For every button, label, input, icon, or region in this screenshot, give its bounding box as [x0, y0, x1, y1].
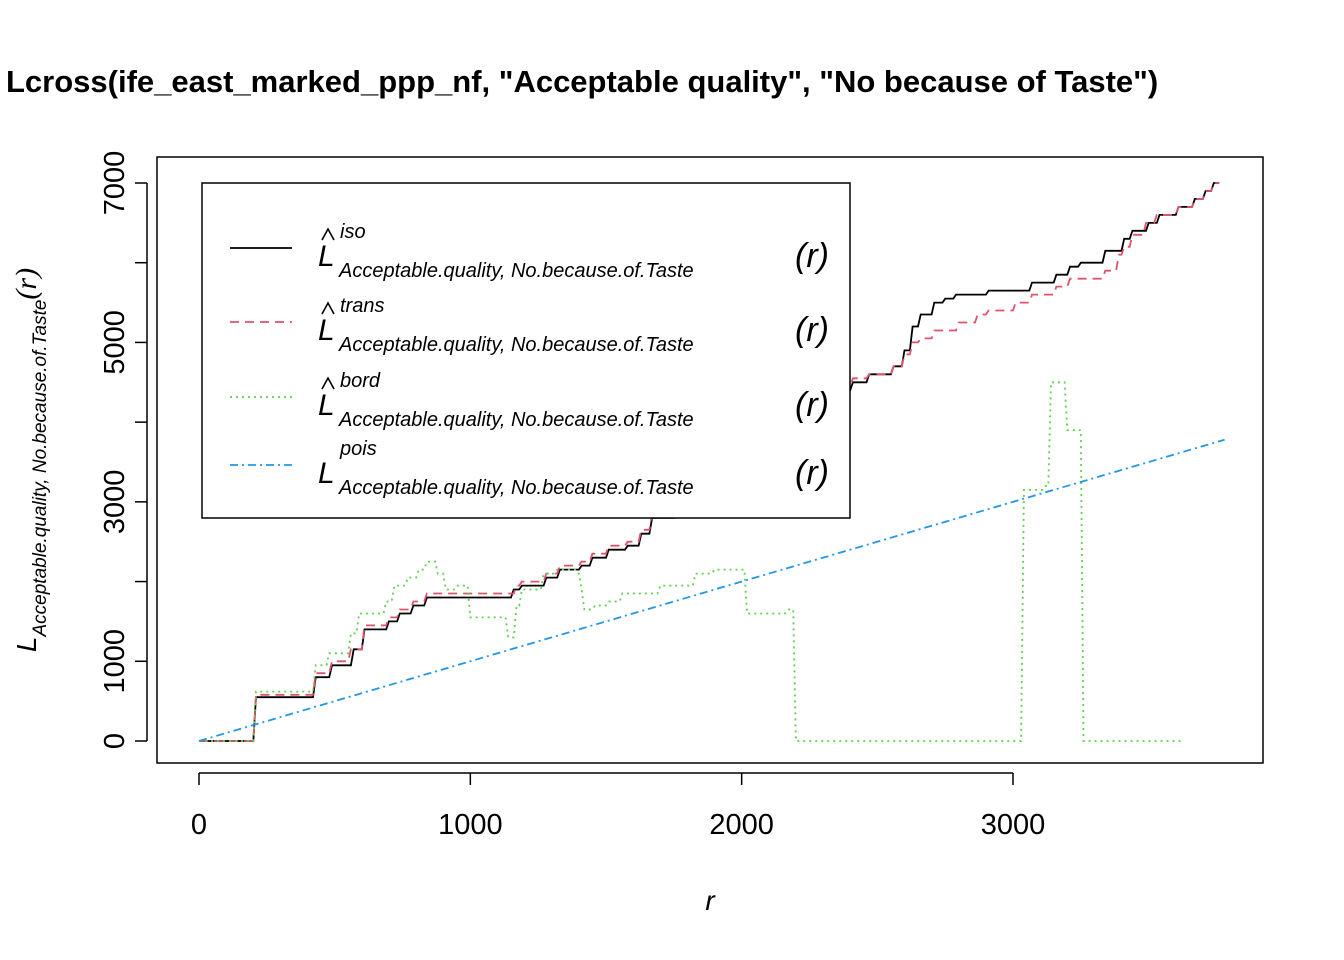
legend-paren: (r): [795, 237, 829, 275]
legend-subscript: Acceptable.quality, No.because.of.Taste: [338, 409, 694, 431]
x-tick-label: 1000: [438, 809, 503, 841]
legend-superscript: iso: [340, 221, 366, 243]
legend-hat-mark: [321, 227, 335, 241]
legend-paren: (r): [795, 454, 829, 492]
y-axis-label: LAcceptable.quality, No.because.of.Taste…: [10, 268, 51, 652]
plot-frame: [156, 156, 1264, 764]
series-line-pois: [198, 438, 1225, 742]
legend-paren: (r): [795, 311, 829, 349]
y-axis-label-main: L: [11, 637, 42, 653]
legend-superscript: pois: [339, 438, 377, 460]
legend-superscript: bord: [340, 370, 381, 392]
y-axis: 0 1000 3000 5000 7000: [99, 151, 148, 749]
legend-symbol: L: [318, 389, 335, 422]
chart-title: Lcross(ife_east_marked_ppp_nf, "Acceptab…: [6, 64, 1158, 99]
x-axis: 0 1000 2000 3000: [191, 772, 1046, 841]
legend-subscript: Acceptable.quality, No.because.of.Taste: [338, 477, 694, 499]
legend-subscript: Acceptable.quality, No.because.of.Taste: [338, 260, 694, 282]
y-tick-label: 5000: [99, 310, 131, 375]
svg-text:LAcceptable.quality, No.becaus: LAcceptable.quality, No.because.of.Taste…: [10, 268, 51, 652]
y-tick-label: 0: [99, 733, 131, 749]
legend-paren: (r): [795, 386, 829, 424]
legend-hat-mark: [321, 301, 335, 315]
y-tick-label: 3000: [99, 470, 131, 535]
x-tick-label: 3000: [981, 809, 1046, 841]
legend-symbol: L: [318, 240, 335, 273]
legend-symbol: L: [318, 314, 335, 347]
y-axis-label-subscript: Acceptable.quality, No.because.of.Taste: [30, 300, 51, 638]
legend-superscript: trans: [340, 295, 384, 317]
y-axis-label-paren: (r): [10, 268, 43, 300]
legend-subscript: Acceptable.quality, No.because.of.Taste: [338, 334, 694, 356]
y-tick-label: 1000: [99, 629, 131, 694]
legend-hat-mark: [321, 376, 335, 390]
legend-box: [201, 182, 851, 519]
x-tick-label: 0: [191, 809, 207, 841]
y-tick-label: 7000: [99, 151, 131, 216]
x-tick-label: 2000: [709, 809, 774, 841]
x-axis-label: r: [705, 885, 716, 916]
series-line-bord: [199, 381, 1182, 742]
legend-symbol: L: [318, 457, 335, 490]
